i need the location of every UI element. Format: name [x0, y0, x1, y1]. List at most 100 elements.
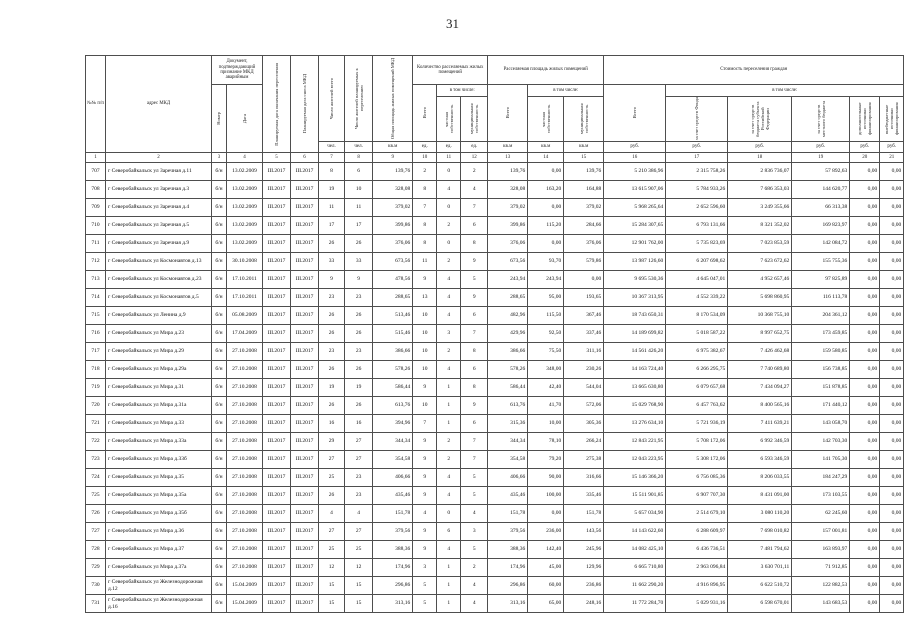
table-row: 709 г Северобайкальск ул Заречная д.4 б/н 1… — [85, 198, 905, 217]
data-cell: 337,46 — [563, 324, 605, 343]
data-cell: 478,56 — [372, 270, 414, 289]
row-number-cell: 719 — [85, 378, 106, 397]
data-cell: 311,16 — [563, 342, 605, 361]
data-cell: 17.10.2011 — [226, 288, 263, 307]
data-cell: 243,94 — [527, 270, 565, 289]
data-cell: 144 620,77 — [791, 180, 851, 199]
data-cell: 8 — [412, 234, 438, 253]
column-number-cell: 16 — [603, 152, 667, 163]
row-number-cell: 724 — [85, 468, 106, 487]
data-cell: 26 — [343, 396, 374, 415]
unit-cell: чел. — [343, 141, 374, 153]
data-cell: III.2017 — [262, 396, 291, 415]
table-row: 720 г Северобайкальск ул Мира д.31а б/н 27.… — [85, 396, 905, 415]
data-cell: 0,00 — [527, 504, 565, 523]
data-cell: 8 170 534,09 — [665, 306, 729, 325]
data-cell: 204 361,12 — [791, 306, 851, 325]
data-cell: III.2017 — [262, 180, 291, 199]
data-cell: 23 — [343, 288, 374, 307]
data-cell: 673,56 — [487, 252, 529, 271]
data-cell: III.2017 — [290, 216, 319, 235]
data-cell: 23 — [343, 486, 374, 505]
data-cell: 0,00 — [849, 432, 881, 451]
data-cell: III.2017 — [290, 504, 319, 523]
data-cell: 30.10.2008 — [226, 252, 263, 271]
data-cell: 4 916 896,95 — [665, 576, 729, 595]
data-cell: 9 — [318, 270, 345, 289]
col-header-doc-number: Номер — [211, 84, 227, 153]
data-cell: 171 440,12 — [791, 396, 851, 415]
data-cell: 0,00 — [879, 486, 905, 505]
column-number-cell: 12 — [460, 152, 489, 163]
data-cell: 5 — [412, 594, 438, 613]
unit-cell: руб. — [727, 141, 793, 153]
data-cell: III.2017 — [290, 450, 319, 469]
page-number: 31 — [446, 16, 459, 31]
data-cell: 0,00 — [879, 540, 905, 559]
address-cell: г Северобайкальск ул Заречная д.11 — [105, 162, 212, 181]
col-header-cost-including: в том числе: — [665, 84, 905, 97]
data-cell: 0,00 — [849, 450, 881, 469]
data-cell: III.2017 — [290, 288, 319, 307]
data-cell: 5 308 172,06 — [665, 450, 729, 469]
data-cell: б/н — [211, 198, 227, 217]
column-number-cell: 1 — [85, 152, 106, 163]
data-cell: 0,00 — [879, 468, 905, 487]
column-number-cell: 21 — [879, 152, 905, 163]
address-cell: г Северобайкальск ул Мира д.31а — [105, 396, 212, 415]
data-cell: 13 987 126,60 — [603, 252, 667, 271]
data-cell: III.2017 — [290, 360, 319, 379]
data-cell: 6 598 670,01 — [727, 594, 793, 613]
data-cell: 19 — [343, 378, 374, 397]
data-cell: III.2017 — [290, 558, 319, 577]
address-cell: г Северобайкальск ул Мира д.37 — [105, 540, 212, 559]
data-cell: 0,00 — [849, 504, 881, 523]
data-cell: 9 — [412, 522, 438, 541]
data-cell: 8 — [460, 342, 489, 361]
data-cell: 4 — [436, 486, 462, 505]
data-cell: 6 079 657,68 — [665, 378, 729, 397]
data-cell: 1 — [436, 576, 462, 595]
data-cell: 9 — [412, 432, 438, 451]
data-cell: 328,08 — [372, 180, 414, 199]
data-cell: 19 — [318, 180, 345, 199]
data-cell: 14 189 699,82 — [603, 324, 667, 343]
unit-cell: кв.м — [563, 141, 605, 153]
address-cell: г Северобайкальск ул Заречная д.5 — [105, 216, 212, 235]
data-cell: 2 — [436, 252, 462, 271]
row-number-cell: 728 — [85, 540, 106, 559]
data-cell: 0 — [436, 504, 462, 523]
unit-cell: руб. — [603, 141, 667, 153]
data-cell: 6 — [436, 522, 462, 541]
address-cell: г Северобайкальск ул Мира д.37а — [105, 558, 212, 577]
data-cell: 9 — [412, 468, 438, 487]
data-cell: 60,00 — [527, 576, 565, 595]
data-cell: 0,00 — [879, 234, 905, 253]
data-cell: 0,00 — [879, 576, 905, 595]
col-header-area-total-label: Всего — [505, 107, 511, 119]
unit-cell: руб. — [879, 141, 905, 153]
column-number-cell: 19 — [791, 152, 851, 163]
unit-cell: руб. — [849, 141, 881, 153]
data-cell: 151,78 — [372, 504, 414, 523]
row-number-cell: 715 — [85, 306, 106, 325]
data-cell: 13.02.2009 — [226, 234, 263, 253]
data-cell: 435,46 — [487, 486, 529, 505]
data-cell: 78,10 — [527, 432, 565, 451]
table-row: 707 г Северобайкальск ул Заречная д.11 б/н… — [85, 162, 905, 181]
data-cell: 8 321 352,02 — [727, 216, 793, 235]
unit-cell: руб. — [665, 141, 729, 153]
data-cell: III.2017 — [262, 324, 291, 343]
unit-cell: кв.м — [487, 141, 529, 153]
data-cell: 435,46 — [372, 486, 414, 505]
data-cell: 0,00 — [849, 522, 881, 541]
data-cell: III.2017 — [290, 396, 319, 415]
data-cell: 26 — [318, 324, 345, 343]
data-cell: 19 — [318, 378, 345, 397]
data-cell: 3 — [460, 522, 489, 541]
col-header-cost-group: Стоимость переселения граждан — [603, 55, 905, 85]
col-header-cost-region: за счет средств бюджета субъекта Российс… — [727, 96, 793, 142]
column-number-cell: 13 — [487, 152, 529, 163]
data-cell: 0,00 — [849, 396, 881, 415]
data-cell: б/н — [211, 216, 227, 235]
